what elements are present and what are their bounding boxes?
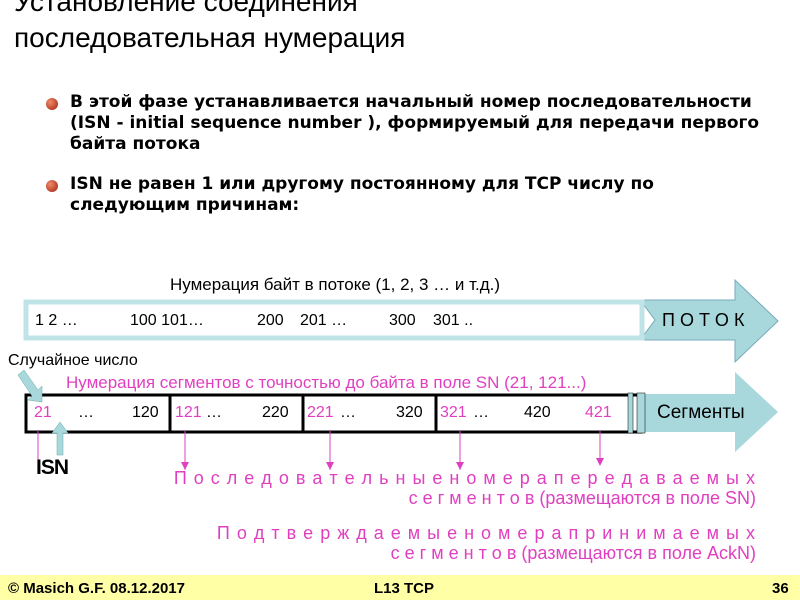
segment-end: 420 (524, 404, 551, 421)
bullet-text: ISN не равен 1 или другому постоянному д… (70, 174, 654, 215)
segment-mid: … (340, 404, 356, 421)
segment-end: 320 (396, 404, 423, 421)
segment-end: 120 (132, 404, 159, 421)
sent-numbers-line-2: с е г м е н т о в (размещаются в поле SN… (408, 488, 756, 508)
segments-label: Сегменты (657, 402, 745, 423)
footer (0, 575, 800, 600)
bullet-icon (46, 180, 58, 192)
stream-number: 200 (257, 312, 284, 329)
stream-number: 301 .. (433, 312, 474, 329)
segment-start: 221 (307, 404, 334, 421)
segment-mid: … (206, 404, 222, 421)
stream-bar (23, 299, 645, 341)
bullet-text: В этой фазе устанавливается начальный но… (70, 92, 760, 154)
isn-label: ISN (36, 456, 69, 479)
stream-number: 1 2 … (35, 312, 78, 329)
title-line-2: последовательная нумерация (14, 22, 406, 53)
segment-bar (24, 393, 643, 434)
stream-number: 201 … (300, 312, 348, 329)
segment-start: 421 (585, 404, 612, 421)
sent-numbers-line-1: П о с л е д о в а т е л ь н ы е н о м е … (173, 468, 756, 488)
footer-author: © Masich G.F. 08.12.2017 (8, 580, 185, 597)
segment-start: 121 (175, 404, 202, 421)
stream-caption: Нумерация байт в потоке (1, 2, 3 … и т.д… (170, 275, 501, 294)
random-number-label: Случайное число (8, 352, 138, 369)
segment-end: 220 (262, 404, 289, 421)
footer-lecture: L13 TCP (374, 580, 435, 597)
segment-arrow (640, 372, 778, 452)
stream-arrow (639, 278, 779, 364)
segments-caption: Нумерация сегментов с точностью до байта… (66, 373, 587, 392)
ack-numbers-line-2: с е г м е н т о в (размещаются в поле Ac… (390, 543, 756, 563)
stream-label: П О Т О К (662, 310, 745, 330)
segment-start: 21 (34, 404, 52, 421)
segment-start: 321 (440, 404, 467, 421)
segment-mid: … (78, 404, 94, 421)
page-number: 36 (772, 580, 789, 597)
stream-number: 300 (389, 312, 416, 329)
stream-number: 100 101… (130, 312, 204, 329)
bullet-icon (46, 98, 58, 110)
title-line-1: Установление соединения (14, 0, 358, 17)
ack-numbers-line-1: П о д т в е р ж д а е м ы е н о м е р а … (216, 523, 756, 543)
segment-mid: … (473, 404, 489, 421)
isn-arrow (51, 421, 69, 456)
random-number-arrow (17, 369, 43, 403)
